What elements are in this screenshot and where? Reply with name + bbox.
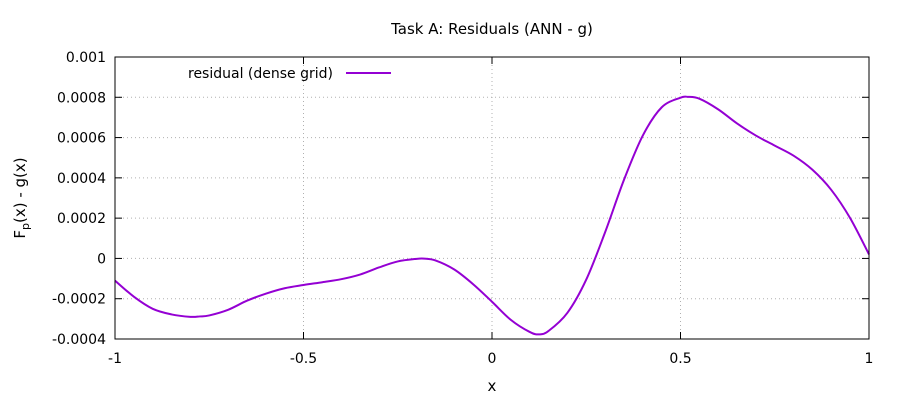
y-tick-label: 0.001 [66, 50, 106, 66]
x-tick-label: 0.5 [669, 351, 691, 367]
grid-lines [115, 57, 869, 339]
y-axis-label-subscript: p [19, 223, 32, 230]
series-line-residual [114, 95, 870, 336]
y-tick-label: 0.0008 [57, 90, 106, 106]
x-tick-label: 1 [865, 351, 874, 367]
y-tick-label: 0.0004 [57, 171, 106, 187]
y-axis-label-main: F [11, 230, 29, 239]
y-axis-label: Fp(x) - g(x) [11, 157, 32, 238]
x-tick-label: 0 [488, 351, 497, 367]
x-axis-label: x [488, 377, 497, 395]
series-layer [114, 95, 870, 336]
y-tick-label: 0 [97, 251, 106, 267]
y-tick-label: 0.0006 [57, 131, 106, 147]
y-tick-label: -0.0004 [52, 332, 106, 348]
axis-ticks: -0.0004 -0.0002 0 0.0002 0.0004 0.0006 0.0008 0… [52, 50, 874, 367]
chart-title: Task A: Residuals (ANN - g) [390, 20, 593, 38]
legend: residual (dense grid) [188, 66, 391, 82]
y-axis-label-rest: (x) - g(x) [11, 157, 29, 223]
legend-label: residual (dense grid) [188, 66, 333, 82]
y-tick-label: -0.0002 [52, 292, 106, 308]
x-tick-label: -1 [108, 351, 122, 367]
x-tick-label: -0.5 [290, 351, 317, 367]
y-tick-label: 0.0002 [57, 211, 106, 227]
